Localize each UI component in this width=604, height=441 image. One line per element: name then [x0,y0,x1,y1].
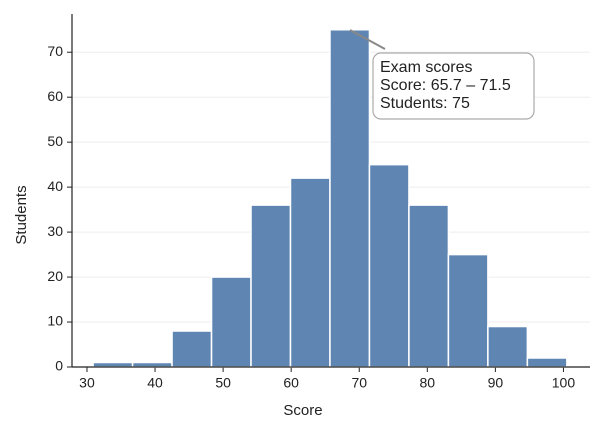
bar [210,276,252,368]
x-tick-label: 40 [147,375,163,391]
annotation-line: Score: 65.7 – 71.5 [380,77,511,94]
y-axis-label: Students [13,185,30,244]
x-tick-label: 60 [283,375,299,391]
bar [447,253,489,368]
bar [526,357,568,368]
y-tick-label: 70 [47,43,63,59]
bar [289,177,331,368]
y-tick-label: 20 [47,268,63,284]
bar [329,28,371,368]
bar [171,330,213,368]
annotation-arrow [349,29,386,50]
y-tick-label: 10 [47,313,63,329]
bar [368,163,410,368]
x-tick-label: 100 [552,375,576,391]
y-tick-label: 40 [47,178,63,194]
annotation-box [372,52,535,120]
y-tick-label: 50 [47,133,63,149]
x-tick-label: 70 [351,375,367,391]
annotation-title: Exam scores [380,59,472,76]
bar [408,204,450,368]
y-tick-label: 30 [47,223,63,239]
y-tick-label: 60 [47,88,63,104]
y-tick-label: 0 [55,358,63,374]
bar [250,204,292,368]
x-tick-label: 90 [488,375,504,391]
bar [487,325,529,368]
x-tick-label: 50 [215,375,231,391]
annotation-line: Students: 75 [380,95,470,112]
x-axis-label: Score [283,402,322,419]
x-tick-label: 30 [79,375,95,391]
bar [92,361,134,368]
bar [131,361,173,368]
x-tick-label: 80 [420,375,436,391]
